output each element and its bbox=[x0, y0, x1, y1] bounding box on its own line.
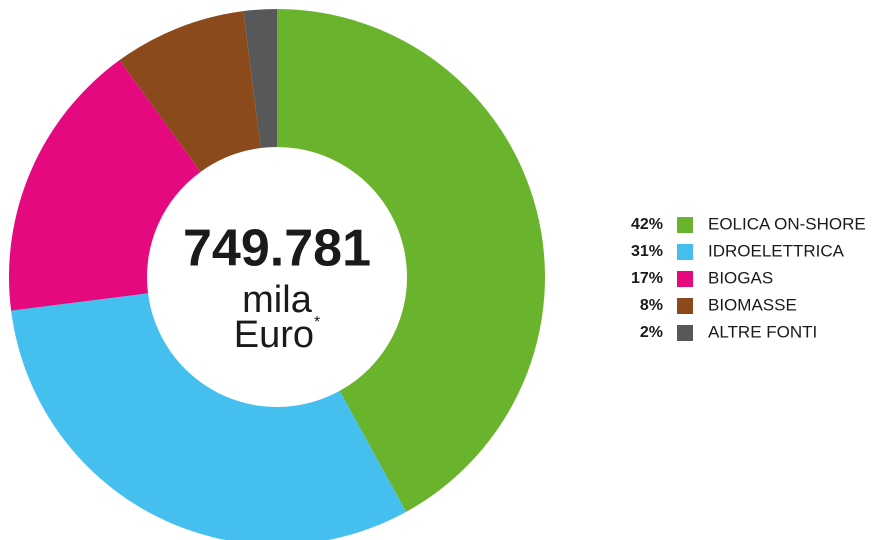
footnote-mark: * bbox=[314, 314, 320, 331]
donut bbox=[8, 9, 545, 540]
donut-slice bbox=[277, 9, 545, 512]
center-currency: Euro* bbox=[234, 314, 321, 356]
legend-value: 2% bbox=[640, 324, 663, 341]
legend-swatch bbox=[677, 244, 693, 260]
legend-label: ALTRE FONTI bbox=[708, 322, 817, 341]
legend-label: BIOGAS bbox=[708, 268, 773, 287]
legend-swatch bbox=[677, 325, 693, 341]
legend: 42% EOLICA ON-SHORE 31% IDROELETTRICA 17% BIO… bbox=[631, 214, 866, 341]
currency: Euro bbox=[234, 314, 314, 356]
legend-label: BIOMASSE bbox=[708, 295, 797, 314]
legend-label: EOLICA ON-SHORE bbox=[708, 214, 866, 233]
legend-value: 31% bbox=[631, 243, 663, 260]
legend-swatch bbox=[677, 298, 693, 314]
legend-value: 8% bbox=[640, 297, 663, 314]
legend-value: 17% bbox=[631, 270, 663, 287]
center-total: 749.781 bbox=[183, 220, 371, 278]
legend-value: 42% bbox=[631, 216, 663, 233]
donut-slice bbox=[8, 60, 201, 311]
donut-slice bbox=[243, 9, 277, 149]
legend-swatch bbox=[677, 271, 693, 287]
center-unit: mila bbox=[242, 279, 313, 321]
donut-slice bbox=[119, 11, 261, 172]
legend-swatch bbox=[677, 217, 693, 233]
donut-slice bbox=[11, 293, 407, 540]
legend-label: IDROELETTRICA bbox=[708, 241, 845, 260]
